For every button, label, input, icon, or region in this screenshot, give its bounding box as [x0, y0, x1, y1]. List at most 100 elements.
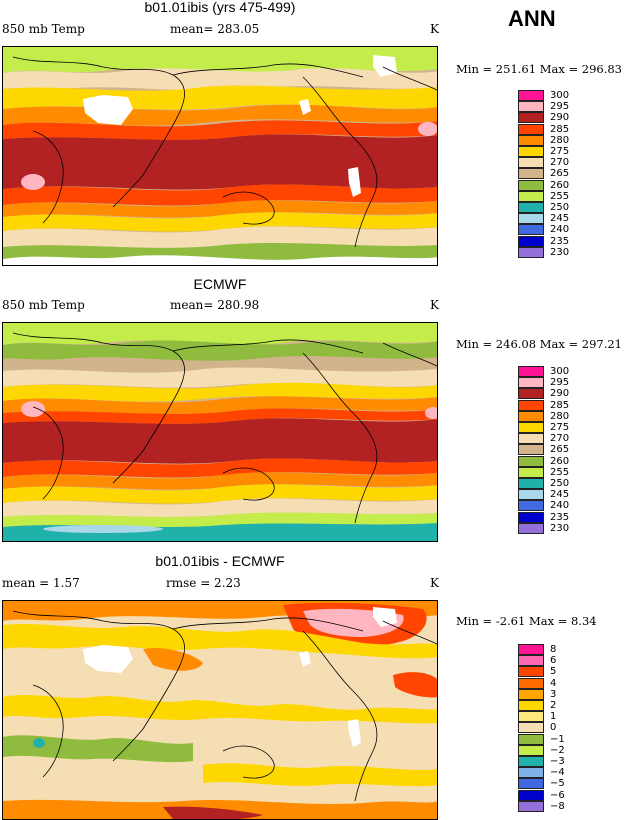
- colorbar-label: 295: [550, 101, 570, 113]
- colorbar-label: 240: [550, 500, 570, 512]
- colorbar-swatch: [518, 700, 544, 711]
- colorbar-swatch: [518, 511, 544, 523]
- colorbar-label: −8: [550, 800, 565, 812]
- panel1-variable-label: 850 mb Temp: [2, 22, 85, 36]
- colorbar-label: 6: [550, 655, 557, 667]
- colorbar-swatch: [518, 522, 544, 534]
- colorbar-label: 0: [550, 722, 557, 734]
- colorbar-swatch: [518, 224, 544, 236]
- colorbar-label: 265: [550, 444, 570, 456]
- colorbar-label: 4: [550, 677, 557, 689]
- colorbar-swatch: [518, 789, 544, 801]
- colorbar-swatch: [518, 455, 544, 467]
- colorbar-swatch: [518, 444, 544, 456]
- colorbar-label: 270: [550, 157, 570, 169]
- colorbar-swatch: [518, 399, 544, 411]
- colorbar-label: 230: [550, 522, 570, 534]
- colorbar-label: 270: [550, 433, 570, 445]
- colorbar-label: 245: [550, 489, 570, 501]
- colorbar-swatch: [518, 377, 544, 389]
- colorbar-label: 8: [550, 644, 557, 655]
- colorbar-label: 285: [550, 123, 570, 135]
- colorbar-label: 255: [550, 466, 570, 478]
- colorbar-label: 265: [550, 168, 570, 180]
- colorbar-swatch: [518, 756, 544, 767]
- colorbar-label: 260: [550, 179, 570, 191]
- panel3-unit-label: K: [430, 576, 439, 590]
- colorbar-label: 5: [550, 666, 557, 678]
- colorbar-swatch: [518, 744, 544, 756]
- colorbar-label: 295: [550, 377, 570, 389]
- colorbar-swatch: [518, 711, 544, 723]
- colorbar-swatch: [518, 677, 544, 689]
- colorbar-label: 300: [550, 90, 570, 101]
- colorbar-label: 245: [550, 213, 570, 225]
- colorbar-label: 285: [550, 399, 570, 411]
- colorbar-swatch: [518, 410, 544, 422]
- colorbar-label: 280: [550, 134, 570, 146]
- colorbar-label: 230: [550, 246, 570, 258]
- colorbar-swatch: [518, 778, 544, 790]
- colorbar-label: −2: [550, 744, 565, 756]
- colorbar-swatch: [518, 388, 544, 400]
- panel2-minmax: Min = 246.08 Max = 297.21: [456, 337, 623, 351]
- panel3-map: [2, 600, 438, 820]
- colorbar-label: −1: [550, 733, 565, 745]
- colorbar-swatch: [518, 366, 544, 377]
- panel2-unit-label: K: [430, 298, 439, 312]
- colorbar-label: 275: [550, 422, 570, 433]
- colorbar-label: 300: [550, 366, 570, 377]
- colorbar-label: 1: [550, 711, 557, 723]
- colorbar-swatch: [518, 157, 544, 169]
- colorbar-label: 290: [550, 388, 570, 400]
- colorbar-swatch: [518, 800, 544, 812]
- colorbar-swatch: [518, 235, 544, 247]
- colorbar-swatch: [518, 433, 544, 445]
- colorbar-swatch: [518, 134, 544, 146]
- colorbar-swatch: [518, 666, 544, 678]
- colorbar-label: 275: [550, 146, 570, 157]
- colorbar-swatch: [518, 688, 544, 700]
- colorbar-swatch: [518, 90, 544, 101]
- colorbar-swatch: [518, 722, 544, 734]
- colorbar-swatch: [518, 179, 544, 191]
- colorbar-swatch: [518, 733, 544, 745]
- panel1-map: [2, 46, 438, 266]
- colorbar-label: −4: [550, 767, 565, 779]
- panel2-title: ECMWF: [193, 276, 247, 292]
- colorbar-swatch: [518, 101, 544, 113]
- colorbar-swatch: [518, 213, 544, 225]
- colorbar-label: −3: [550, 756, 565, 767]
- colorbar-swatch: [518, 202, 544, 213]
- colorbar-swatch: [518, 644, 544, 655]
- panel2-map: [2, 322, 438, 542]
- panel3-title: b01.01ibis - ECMWF: [155, 553, 285, 569]
- panel1-mean-label: mean= 283.05: [170, 22, 260, 36]
- colorbar-swatch: [518, 767, 544, 779]
- panel1-unit-label: K: [430, 22, 439, 36]
- colorbar-label: 2: [550, 700, 557, 711]
- colorbar-label: 240: [550, 224, 570, 236]
- colorbar-label: 235: [550, 511, 570, 523]
- panel1-minmax: Min = 251.61 Max = 296.83: [456, 62, 623, 76]
- colorbar-label: 3: [550, 688, 557, 700]
- colorbar-swatch: [518, 655, 544, 667]
- panel1-title: b01.01ibis (yrs 475-499): [144, 0, 296, 15]
- colorbar-swatch: [518, 123, 544, 135]
- colorbar-label: 260: [550, 455, 570, 467]
- colorbar-swatch: [518, 489, 544, 501]
- colorbar-swatch: [518, 500, 544, 512]
- colorbar-swatch: [518, 478, 544, 489]
- colorbar-label: 235: [550, 235, 570, 247]
- panel3-rmse-label: rmse = 2.23: [166, 576, 241, 590]
- colorbar-label: 250: [550, 202, 570, 213]
- colorbar-label: 250: [550, 478, 570, 489]
- colorbar-swatch: [518, 422, 544, 433]
- panel3-mean-label: mean = 1.57: [2, 576, 80, 590]
- colorbar-swatch: [518, 112, 544, 124]
- colorbar-swatch: [518, 168, 544, 180]
- colorbar-label: 280: [550, 410, 570, 422]
- panel2-variable-label: 850 mb Temp: [2, 298, 85, 312]
- colorbar-label: −6: [550, 789, 565, 801]
- colorbar-swatch: [518, 466, 544, 478]
